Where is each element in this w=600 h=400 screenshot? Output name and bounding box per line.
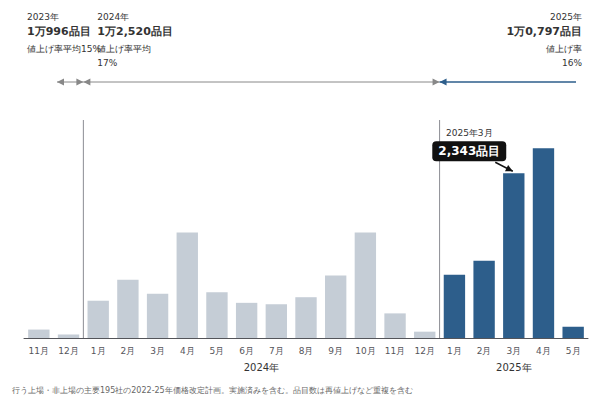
svg-text:6月: 6月 <box>239 346 254 356</box>
svg-text:値上げ率: 値上げ率 <box>546 44 582 54</box>
svg-text:9月: 9月 <box>328 346 343 356</box>
svg-text:8月: 8月 <box>299 346 314 356</box>
svg-text:7月: 7月 <box>269 346 284 356</box>
svg-text:16%: 16% <box>562 58 582 68</box>
svg-text:行う上場・非上場の主要195社の2022-25年価格改定計画: 行う上場・非上場の主要195社の2022-25年価格改定計画。実施済みを含む。品… <box>12 386 413 395</box>
svg-text:11月: 11月 <box>29 346 49 356</box>
svg-text:1万996品目: 1万996品目 <box>27 25 91 38</box>
svg-text:12月: 12月 <box>415 346 435 356</box>
svg-text:3月: 3月 <box>506 346 521 356</box>
svg-text:2024年: 2024年 <box>97 12 129 22</box>
svg-text:2025年: 2025年 <box>496 362 531 373</box>
svg-text:2025年3月: 2025年3月 <box>446 128 493 138</box>
svg-text:2,343品目: 2,343品目 <box>438 144 500 158</box>
svg-text:2025年: 2025年 <box>550 12 582 22</box>
svg-text:10月: 10月 <box>355 346 375 356</box>
svg-text:1月: 1月 <box>447 346 462 356</box>
svg-text:1月: 1月 <box>91 346 106 356</box>
svg-text:値上げ率平均15%: 値上げ率平均15% <box>27 44 101 54</box>
svg-text:4月: 4月 <box>536 346 551 356</box>
svg-text:17%: 17% <box>97 58 117 68</box>
svg-text:4月: 4月 <box>180 346 195 356</box>
svg-text:値上げ率平均: 値上げ率平均 <box>97 44 151 54</box>
svg-text:2023年: 2023年 <box>27 12 59 22</box>
svg-text:1万0,797品目: 1万0,797品目 <box>507 25 582 38</box>
svg-text:2月: 2月 <box>121 346 136 356</box>
svg-text:1万2,520品目: 1万2,520品目 <box>97 25 172 38</box>
svg-text:3月: 3月 <box>150 346 165 356</box>
svg-text:2024年: 2024年 <box>244 362 279 373</box>
svg-text:12月: 12月 <box>58 346 78 356</box>
svg-text:5月: 5月 <box>210 346 225 356</box>
svg-text:11月: 11月 <box>385 346 405 356</box>
svg-text:2月: 2月 <box>477 346 492 356</box>
svg-text:5月: 5月 <box>566 346 581 356</box>
